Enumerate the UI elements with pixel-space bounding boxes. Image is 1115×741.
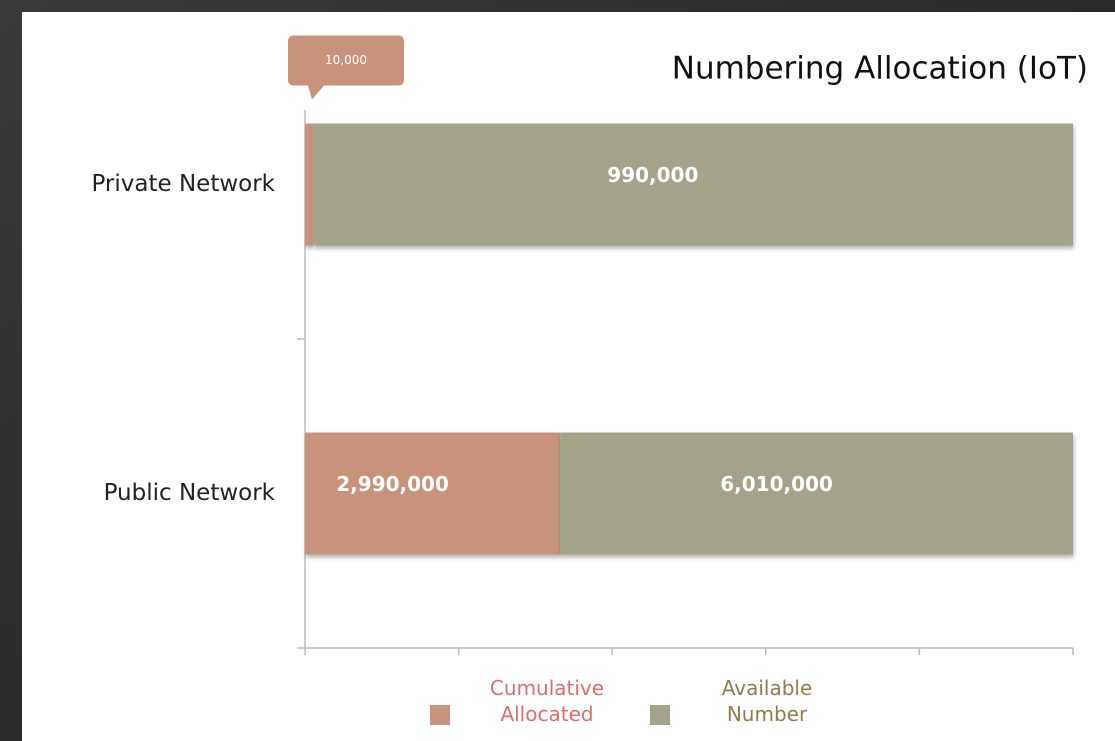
bar-segment [305, 432, 561, 555]
bar-segment [312, 123, 1073, 246]
chart-title: Numbering Allocation (IoT) [672, 51, 1088, 87]
data-label: 6,010,000 [720, 472, 833, 496]
y-tick-label: Private Network [91, 171, 275, 197]
data-label: 990,000 [607, 163, 698, 187]
callout [288, 35, 404, 100]
data-label: 2,990,000 [336, 472, 449, 496]
bar-segment [560, 432, 1073, 555]
legend-label: Cumulative Allocated [489, 676, 605, 726]
legend-swatch [650, 705, 670, 725]
y-tick-label: Public Network [104, 480, 276, 506]
bar-segment [305, 123, 313, 246]
panel [22, 12, 1115, 741]
legend-label: Available Number [721, 676, 813, 726]
legend-swatch [430, 705, 450, 725]
data-label: 10,000 [325, 53, 367, 67]
